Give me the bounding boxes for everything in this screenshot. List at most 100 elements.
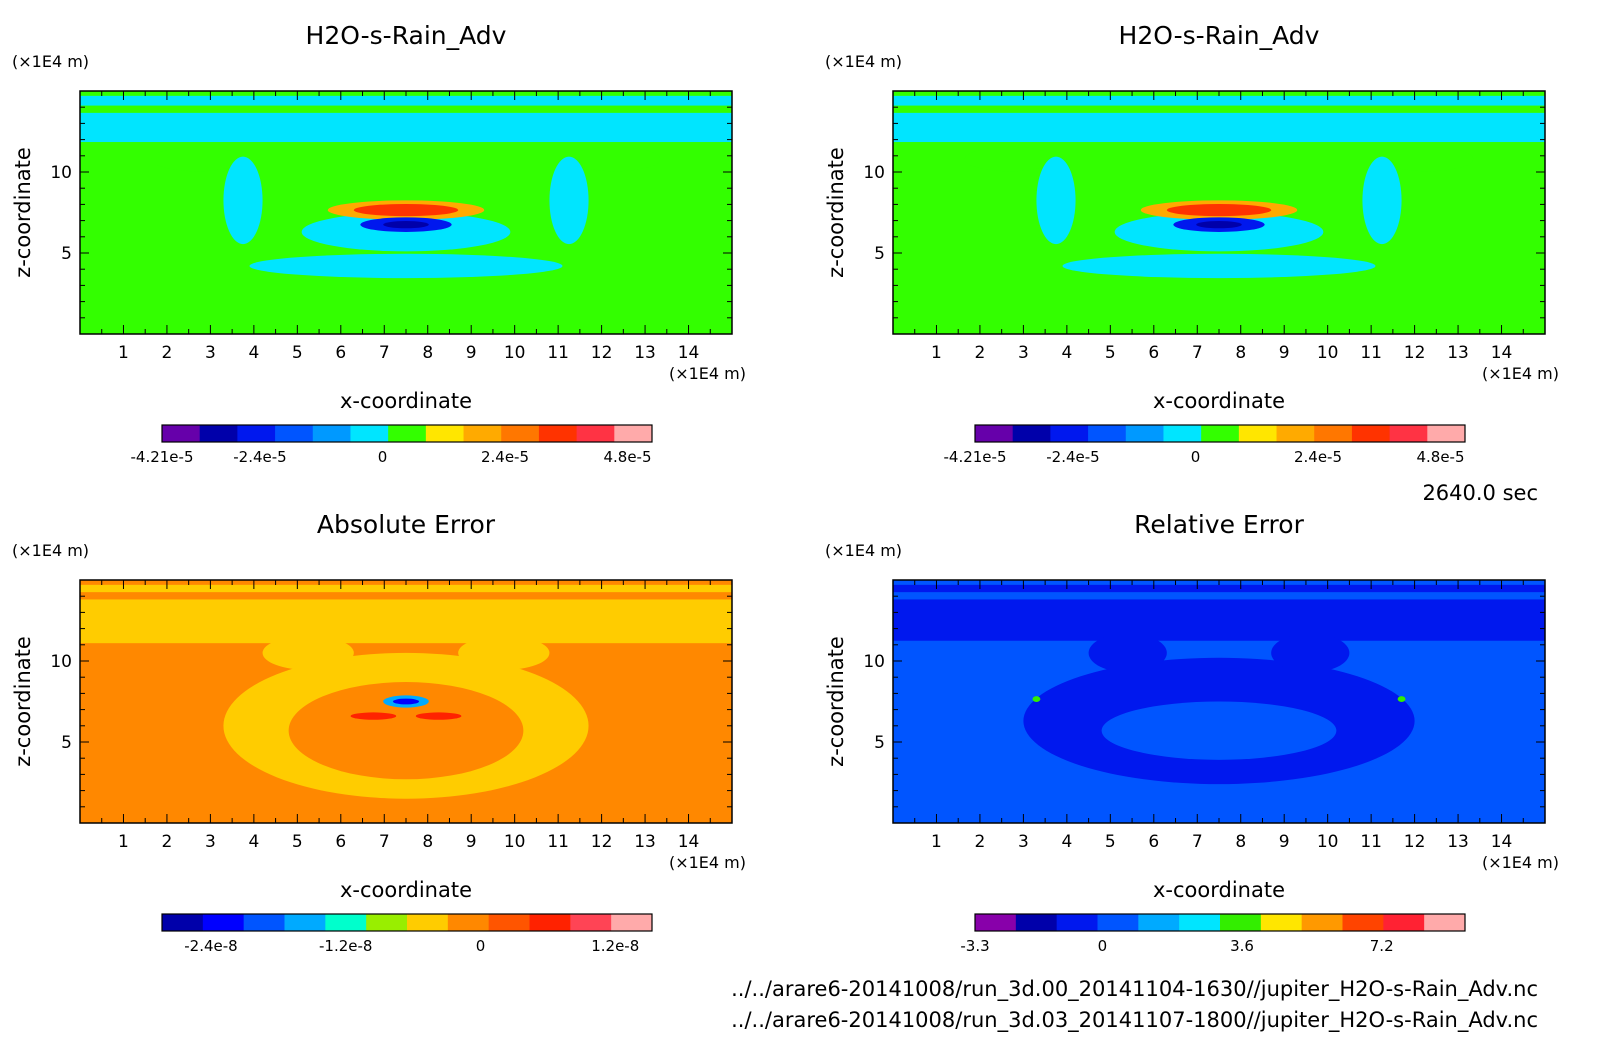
x-axis-label: x-coordinate <box>1153 389 1285 413</box>
chart-title: H2O-s-Rain_Adv <box>1119 21 1320 50</box>
contour-region <box>392 698 420 705</box>
x-unit-label: (×1E4 m) <box>669 853 746 872</box>
contour-band <box>80 599 732 644</box>
x-tick-label: 3 <box>1018 832 1029 852</box>
colorbar-swatch <box>1138 914 1180 931</box>
colorbar-frame <box>974 913 1466 932</box>
colorbar-label: 0 <box>1191 448 1201 466</box>
colorbar-swatch <box>570 914 612 931</box>
colorbar-label: -2.4e-8 <box>184 937 237 955</box>
x-tick-label: 5 <box>1105 832 1116 852</box>
colorbar-swatch <box>529 914 571 931</box>
x-tick-label: 7 <box>1192 832 1203 852</box>
y-tick-label: 10 <box>50 163 72 183</box>
contour-region <box>415 712 462 720</box>
contour-region <box>1114 212 1324 252</box>
colorbar-swatch <box>1427 425 1466 442</box>
x-tick-label: 14 <box>678 343 700 363</box>
x-tick-label: 9 <box>466 343 477 363</box>
colorbar-frame <box>974 424 1466 443</box>
y-axis-label: z-coordinate <box>824 147 848 278</box>
colorbar-swatch <box>243 914 285 931</box>
x-tick-label: 7 <box>1192 343 1203 363</box>
colorbar-swatch <box>501 425 540 442</box>
contour-region <box>262 635 354 670</box>
chart-panel-2: H2O-s-Rain_Adv(×1E4 m)1 2 3 4 5 6 7 8 9 10 11 12 13 1… <box>824 21 1559 466</box>
colorbar-label: 4.8e-5 <box>1416 448 1464 466</box>
colorbar-swatch <box>1179 914 1221 931</box>
contour-region <box>1362 156 1402 245</box>
colorbar-label: 0 <box>1098 937 1108 955</box>
contour-region <box>549 156 589 245</box>
x-tick-label: 3 <box>205 832 216 852</box>
colorbar-swatch <box>1276 425 1315 442</box>
x-tick-label: 14 <box>678 832 700 852</box>
x-tick-label: 8 <box>1235 832 1246 852</box>
colorbar-label: -4.21e-5 <box>944 448 1007 466</box>
colorbar-label: 2.4e-5 <box>481 448 529 466</box>
colorbar-swatch <box>447 914 490 931</box>
chart-panel-4: Relative Error(×1E4 m)1 2 3 4 5 6 7 8 9 10 11 12 13 1… <box>824 510 1559 955</box>
colorbar-label: 3.6 <box>1230 937 1254 955</box>
x-tick-label: 13 <box>1447 343 1469 363</box>
contour-band <box>80 112 732 143</box>
colorbar-swatch <box>1260 914 1303 931</box>
heatmap-contours <box>80 95 732 279</box>
contour-region <box>353 203 459 217</box>
colorbar-swatch <box>1351 425 1391 442</box>
contour-region <box>1032 696 1041 702</box>
colorbar-swatch <box>576 425 615 442</box>
colorbar-label: -1.2e-8 <box>319 937 372 955</box>
colorbar-swatch <box>1389 425 1428 442</box>
colorbar-swatch <box>350 425 389 442</box>
colorbar-swatch <box>1342 914 1384 931</box>
contour-region <box>1062 253 1376 279</box>
file-path-1: ../../arare6-20141008/run_3d.00_20141104… <box>731 977 1538 1002</box>
colorbar-swatch <box>1088 425 1127 442</box>
chart-title: H2O-s-Rain_Adv <box>306 21 507 50</box>
x-tick-label: 14 <box>1491 343 1513 363</box>
x-tick-label: 4 <box>1061 343 1072 363</box>
x-axis-label: x-coordinate <box>340 389 472 413</box>
colorbar-label: 2.4e-5 <box>1294 448 1342 466</box>
x-tick-label: 14 <box>1491 832 1513 852</box>
x-tick-label: 5 <box>292 343 303 363</box>
y-unit-label: (×1E4 m) <box>12 52 89 71</box>
colorbar: -3.3 0 3.6 7.2 <box>960 913 1466 955</box>
x-unit-label: (×1E4 m) <box>1482 853 1559 872</box>
x-tick-label: 10 <box>1317 832 1339 852</box>
colorbar-label: -2.4e-5 <box>233 448 286 466</box>
x-tick-label: 4 <box>248 832 259 852</box>
chart-title: Relative Error <box>1134 510 1304 539</box>
x-tick-label: 6 <box>1148 832 1159 852</box>
colorbar-label: 0 <box>378 448 388 466</box>
x-tick-label: 5 <box>292 832 303 852</box>
x-tick-label: 2 <box>975 832 986 852</box>
x-tick-label: 1 <box>118 832 129 852</box>
colorbar-label: 4.8e-5 <box>603 448 651 466</box>
contour-band <box>893 599 1545 641</box>
x-tick-label: 8 <box>422 343 433 363</box>
colorbar-swatch <box>975 425 1014 442</box>
colorbar-swatch <box>1015 914 1058 931</box>
y-unit-label: (×1E4 m) <box>825 541 902 560</box>
x-unit-label: (×1E4 m) <box>1482 364 1559 383</box>
contour-region <box>1397 696 1406 702</box>
colorbar-swatch <box>237 425 276 442</box>
colorbar-frame <box>161 424 653 443</box>
contour-region <box>1036 156 1076 245</box>
chart-title: Absolute Error <box>317 510 496 539</box>
x-tick-label: 9 <box>1279 832 1290 852</box>
contour-region <box>458 635 550 670</box>
contour-region <box>223 156 263 245</box>
y-tick-label: 5 <box>61 733 72 753</box>
x-tick-label: 10 <box>504 832 526 852</box>
contour-region <box>1088 633 1167 673</box>
y-tick-label: 10 <box>863 163 885 183</box>
x-tick-label: 9 <box>1279 343 1290 363</box>
x-tick-label: 10 <box>1317 343 1339 363</box>
chart-panel-3: Absolute Error(×1E4 m)1 2 3 4 5 6 7 8 9 10 11 12 13 1… <box>11 510 746 955</box>
contour-region <box>1382 146 1474 172</box>
x-tick-label: 12 <box>591 343 613 363</box>
